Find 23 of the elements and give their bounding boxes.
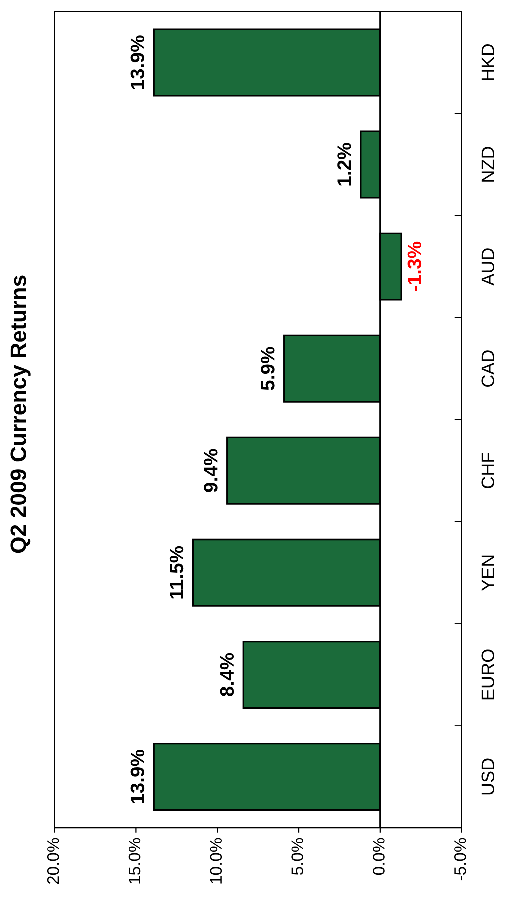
x-tick-label: 20.0% (47, 838, 60, 884)
y-tick-label: NZD (482, 147, 494, 182)
data-label: 1.2% (338, 143, 352, 186)
y-tick-label: AUD (482, 248, 495, 286)
x-tick-label: -5.0% (454, 838, 466, 881)
data-label: 5.9% (261, 347, 275, 390)
x-tick-label: 5.0% (292, 838, 304, 876)
data-label: 13.9% (130, 36, 145, 90)
y-tick-label: CHF (482, 453, 495, 489)
x-tick-label: 0.0% (373, 838, 385, 876)
data-label: -1.3% (408, 242, 422, 292)
data-label: 11.5% (170, 546, 184, 599)
x-tick-label: 15.0% (128, 838, 141, 884)
data-label: 8.4% (220, 653, 234, 697)
y-tick-label: EURO (482, 650, 495, 700)
y-tick-label: HKD (482, 44, 494, 80)
text: Q2 2009 Currency Returns (10, 276, 31, 554)
y-tick-label: CAD (482, 350, 495, 387)
y-tick-label: YEN (482, 556, 494, 592)
y-tick-label: USD (482, 758, 495, 795)
data-label: 9.4% (204, 449, 218, 492)
x-tick-label: 10.0% (210, 838, 222, 884)
data-label: 13.9% (130, 750, 145, 804)
